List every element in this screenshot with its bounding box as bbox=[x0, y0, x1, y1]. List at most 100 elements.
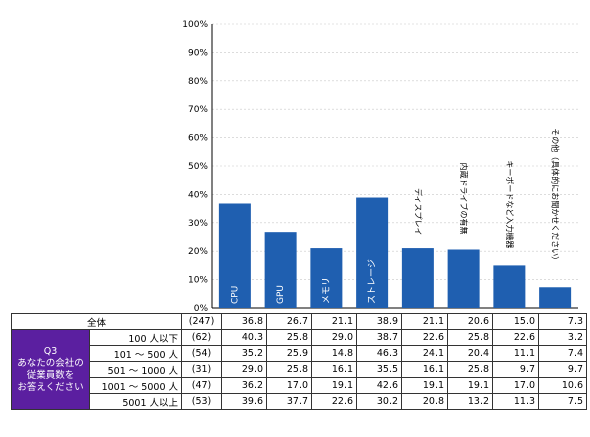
sample-size: (31) bbox=[181, 361, 223, 378]
table-cell: 21.1 bbox=[311, 313, 358, 330]
table-cell: 20.6 bbox=[447, 313, 494, 330]
table-cell: 22.6 bbox=[401, 329, 449, 346]
table-cell: 29.0 bbox=[311, 329, 358, 346]
row-label: 5001 人以上 bbox=[88, 393, 183, 410]
table-cell: 16.1 bbox=[311, 361, 358, 378]
table-cell: 3.2 bbox=[538, 329, 588, 346]
y-tick-label: 40% bbox=[188, 190, 208, 200]
table-cell: 20.4 bbox=[447, 345, 494, 362]
table-cell: 22.6 bbox=[492, 329, 540, 346]
table-row: Q3 あなたの会社の 従業員数を お答えください 100 人以下 (62) 40.3 25.8… bbox=[11, 329, 588, 410]
table-cell: 37.7 bbox=[266, 393, 313, 410]
row-label: 全体 bbox=[10, 313, 183, 330]
table-cell: 19.1 bbox=[311, 377, 358, 394]
row-label: 100 人以下 bbox=[88, 329, 183, 346]
table-cell: 11.1 bbox=[492, 345, 540, 362]
table-cell: 36.2 bbox=[221, 377, 268, 394]
table-row: 101 ～ 500 人 (54) 35.2 25.9 14.8 46.3 24.1 20.4 1… bbox=[12, 345, 588, 362]
y-tick-label: 20% bbox=[188, 247, 208, 257]
question-line: あなたの会社の bbox=[17, 357, 84, 369]
table-cell: 35.5 bbox=[356, 361, 403, 378]
table-cell: 25.9 bbox=[266, 345, 313, 362]
table-cell: 25.8 bbox=[447, 329, 494, 346]
table-cell: 17.0 bbox=[492, 377, 540, 394]
bar-category-label: その他（具体的にお聞かせください） bbox=[551, 128, 561, 264]
y-tick-label: 60% bbox=[188, 134, 208, 144]
table-cell: 17.0 bbox=[266, 377, 313, 394]
sample-size: (54) bbox=[181, 345, 223, 362]
table-cell: 7.5 bbox=[538, 393, 588, 410]
bar bbox=[218, 203, 251, 308]
question-line: お答えください bbox=[17, 381, 84, 393]
table-cell: 7.4 bbox=[538, 345, 588, 362]
y-tick-label: 70% bbox=[188, 105, 208, 115]
bar-chart: 0% 10% 20% 30% 40% 50% 60% 70% 80% 90% 100% CPU GPU メ… bbox=[182, 20, 578, 312]
table-cell: 30.2 bbox=[356, 393, 403, 410]
question-line: 従業員数を bbox=[26, 369, 75, 381]
table-cell: 25.8 bbox=[266, 361, 313, 378]
table-cell: 19.1 bbox=[401, 377, 449, 394]
y-tick-label: 80% bbox=[188, 77, 208, 87]
row-label: 1001 ～ 5000 人 bbox=[88, 377, 183, 394]
y-tick-label: 100% bbox=[182, 20, 208, 30]
sample-size: (53) bbox=[181, 393, 223, 410]
bar bbox=[310, 248, 343, 308]
bar bbox=[401, 248, 434, 308]
table-cell: 21.1 bbox=[401, 313, 449, 330]
bar-category-label: メモリ bbox=[322, 277, 332, 304]
bar-category-label: 内蔵ドライブの有無 bbox=[459, 162, 469, 234]
table-cell: 24.1 bbox=[401, 345, 449, 362]
sample-size: (47) bbox=[181, 377, 223, 394]
row-label: 101 ～ 500 人 bbox=[88, 345, 183, 362]
bar bbox=[493, 265, 526, 308]
table-cell: 11.3 bbox=[492, 393, 540, 410]
table-cell: 35.2 bbox=[221, 345, 268, 362]
table-cell: 20.8 bbox=[401, 393, 449, 410]
data-table: 全体 (247) 36.8 26.7 21.1 38.9 21.1 20.6 15.0 7.3 Q3… bbox=[10, 313, 588, 410]
bar bbox=[356, 197, 389, 308]
bar-category-label: CPU bbox=[230, 286, 240, 304]
table-cell: 46.3 bbox=[356, 345, 403, 362]
bar bbox=[447, 249, 480, 308]
table-cell: 10.6 bbox=[538, 377, 588, 394]
table-cell: 15.0 bbox=[492, 313, 540, 330]
bar-category-label: キーボードなど入力機器 bbox=[505, 160, 515, 248]
y-tick-label: 10% bbox=[188, 276, 208, 286]
table-cell: 42.6 bbox=[356, 377, 403, 394]
table-cell: 25.8 bbox=[447, 361, 494, 378]
bar bbox=[539, 287, 572, 308]
sample-size: (247) bbox=[181, 313, 223, 330]
table-row: 全体 (247) 36.8 26.7 21.1 38.9 21.1 20.6 15.0 7.3 bbox=[10, 313, 588, 330]
bar bbox=[264, 232, 297, 308]
table-cell: 38.9 bbox=[356, 313, 403, 330]
y-tick-label: 30% bbox=[188, 219, 208, 229]
table-cell: 9.7 bbox=[538, 361, 588, 378]
question-header: Q3 あなたの会社の 従業員数を お答えください bbox=[11, 329, 90, 410]
table-cell: 40.3 bbox=[221, 329, 268, 346]
bar-category-label: ストレージ bbox=[368, 259, 378, 304]
table-cell: 38.7 bbox=[356, 329, 403, 346]
table-cell: 13.2 bbox=[447, 393, 494, 410]
table-row: 5001 人以上 (53) 39.6 37.7 22.6 30.2 20.8 13.2 11.3… bbox=[12, 393, 588, 410]
table-row: 1001 ～ 5000 人 (47) 36.2 17.0 19.1 42.6 19.1 19.… bbox=[12, 377, 588, 394]
sample-size: (62) bbox=[181, 329, 223, 346]
table-cell: 39.6 bbox=[221, 393, 268, 410]
table-cell: 22.6 bbox=[311, 393, 358, 410]
y-tick-label: 0% bbox=[194, 304, 209, 312]
question-line: Q3 bbox=[43, 345, 58, 357]
table-cell: 7.3 bbox=[538, 313, 588, 330]
table-row: 501 ～ 1000 人 (31) 29.0 25.8 16.1 35.5 16.1 25.8… bbox=[12, 361, 588, 378]
table-cell: 9.7 bbox=[492, 361, 540, 378]
table-cell: 25.8 bbox=[266, 329, 313, 346]
table-cell: 29.0 bbox=[221, 361, 268, 378]
y-tick-label: 90% bbox=[188, 48, 208, 58]
bar-category-label: ディスプレイ bbox=[413, 188, 423, 235]
bar-category-label: GPU bbox=[276, 285, 286, 304]
table-cell: 36.8 bbox=[221, 313, 268, 330]
y-tick-label: 50% bbox=[188, 162, 208, 172]
table-cell: 19.1 bbox=[447, 377, 494, 394]
table-cell: 14.8 bbox=[311, 345, 358, 362]
table-cell: 16.1 bbox=[401, 361, 449, 378]
row-label: 501 ～ 1000 人 bbox=[88, 361, 183, 378]
table-cell: 26.7 bbox=[266, 313, 313, 330]
